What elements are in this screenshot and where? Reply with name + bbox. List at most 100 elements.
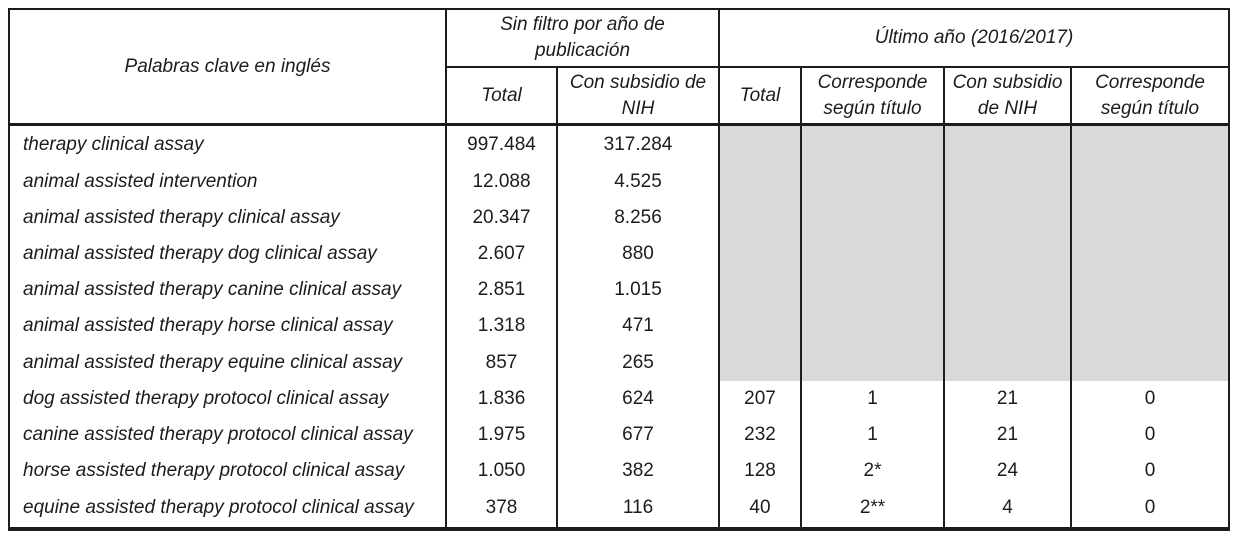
value-cell: 624: [556, 380, 720, 417]
keyword-cell: canine assisted therapy protocol clinica…: [8, 417, 447, 454]
col-header-total-year: Total: [718, 66, 802, 127]
value-cell: 0: [1069, 489, 1231, 529]
value-cell: 677: [556, 417, 720, 454]
empty-shaded-cell: [800, 124, 945, 164]
keyword-cell: therapy clinical assay: [8, 124, 447, 164]
empty-shaded-cell: [718, 308, 802, 345]
keyword-cell: animal assisted therapy dog clinical ass…: [8, 235, 447, 273]
col-header-nih-year: Con subsidio de NIH: [943, 66, 1072, 127]
table-row: horse assisted therapy protocol clinical…: [8, 453, 1231, 490]
no-filter-group-title: Sin filtro por año de publicación: [500, 14, 665, 61]
value-cell: 1.975: [445, 417, 558, 454]
empty-shaded-cell: [800, 344, 945, 381]
empty-shaded-cell: [943, 308, 1072, 345]
value-cell: 21: [943, 417, 1072, 454]
value-cell: 12.088: [445, 163, 558, 200]
table-row: equine assisted therapy protocol clinica…: [8, 489, 1231, 529]
value-cell: 1.050: [445, 453, 558, 490]
value-cell: 1.836: [445, 380, 558, 417]
value-cell: 880: [556, 235, 720, 273]
empty-shaded-cell: [800, 235, 945, 273]
value-cell: 0: [1069, 380, 1231, 417]
value-cell: 232: [718, 417, 802, 454]
table-row: animal assisted therapy equine clinical …: [8, 344, 1231, 381]
table-row: dog assisted therapy protocol clinical a…: [8, 380, 1231, 417]
empty-shaded-cell: [1069, 235, 1231, 273]
value-cell: 378: [445, 489, 558, 529]
empty-shaded-cell: [800, 199, 945, 236]
value-cell: 382: [556, 453, 720, 490]
table-row: animal assisted intervention 12.088 4.52…: [8, 163, 1231, 200]
empty-shaded-cell: [800, 272, 945, 309]
keyword-cell: animal assisted therapy equine clinical …: [8, 344, 447, 381]
empty-shaded-cell: [943, 235, 1072, 273]
value-cell: 0: [1069, 453, 1231, 490]
value-cell: 21: [943, 380, 1072, 417]
table-row: animal assisted therapy canine clinical …: [8, 272, 1231, 309]
value-cell: 8.256: [556, 199, 720, 236]
col-header-title-match: Corresponde según título: [800, 66, 945, 127]
value-cell: 265: [556, 344, 720, 381]
value-cell: 2*: [800, 453, 945, 490]
value-cell: 1.318: [445, 308, 558, 345]
empty-shaded-cell: [1069, 199, 1231, 236]
empty-shaded-cell: [943, 124, 1072, 164]
empty-shaded-cell: [943, 199, 1072, 236]
value-cell: 2.607: [445, 235, 558, 273]
table-row: animal assisted therapy clinical assay 2…: [8, 199, 1231, 236]
empty-shaded-cell: [1069, 344, 1231, 381]
empty-shaded-cell: [1069, 163, 1231, 200]
table-row: canine assisted therapy protocol clinica…: [8, 417, 1231, 454]
empty-shaded-cell: [943, 163, 1072, 200]
keyword-cell: animal assisted intervention: [8, 163, 447, 200]
value-cell: 1.015: [556, 272, 720, 309]
keyword-cell: animal assisted therapy horse clinical a…: [8, 308, 447, 345]
value-cell: 1: [800, 417, 945, 454]
value-cell: 2**: [800, 489, 945, 529]
keyword-cell: dog assisted therapy protocol clinical a…: [8, 380, 447, 417]
keyword-cell: animal assisted therapy clinical assay: [8, 199, 447, 236]
empty-shaded-cell: [800, 163, 945, 200]
last-year-group-header: Último año (2016/2017): [717, 8, 1231, 68]
empty-shaded-cell: [943, 344, 1072, 381]
empty-shaded-cell: [718, 272, 802, 309]
empty-shaded-cell: [1069, 272, 1231, 309]
keyword-cell: horse assisted therapy protocol clinical…: [8, 453, 447, 490]
value-cell: 317.284: [556, 124, 720, 164]
value-cell: 857: [445, 344, 558, 381]
keywords-column-header: Palabras clave en inglés: [8, 8, 447, 127]
value-cell: 4.525: [556, 163, 720, 200]
value-cell: 20.347: [445, 199, 558, 236]
value-cell: 0: [1069, 417, 1231, 454]
col-header-nih-title-match: Corresponde según título: [1069, 66, 1231, 127]
value-cell: 471: [556, 308, 720, 345]
table-row: therapy clinical assay 997.484 317.284: [8, 124, 1231, 164]
value-cell: 4: [943, 489, 1072, 529]
value-cell: 128: [718, 453, 802, 490]
value-cell: 40: [718, 489, 802, 529]
table-row: animal assisted therapy dog clinical ass…: [8, 235, 1231, 273]
keyword-cell: animal assisted therapy canine clinical …: [8, 272, 447, 309]
value-cell: 2.851: [445, 272, 558, 309]
empty-shaded-cell: [800, 308, 945, 345]
col-header-total-all: Total: [445, 66, 558, 127]
empty-shaded-cell: [943, 272, 1072, 309]
value-cell: 1: [800, 380, 945, 417]
empty-shaded-cell: [718, 199, 802, 236]
empty-shaded-cell: [718, 344, 802, 381]
empty-shaded-cell: [1069, 124, 1231, 164]
value-cell: 24: [943, 453, 1072, 490]
value-cell: 997.484: [445, 124, 558, 164]
empty-shaded-cell: [718, 124, 802, 164]
empty-shaded-cell: [718, 163, 802, 200]
value-cell: 116: [556, 489, 720, 529]
value-cell: 207: [718, 380, 802, 417]
empty-shaded-cell: [718, 235, 802, 273]
keyword-cell: equine assisted therapy protocol clinica…: [8, 489, 447, 529]
keywords-results-table: Palabras clave en inglés Sin filtro por …: [8, 8, 1231, 531]
no-filter-group-header: Sin filtro por año de publicación: [445, 8, 720, 68]
col-header-nih-all: Con subsidio de NIH: [556, 66, 720, 127]
table-row: animal assisted therapy horse clinical a…: [8, 308, 1231, 345]
empty-shaded-cell: [1069, 308, 1231, 345]
